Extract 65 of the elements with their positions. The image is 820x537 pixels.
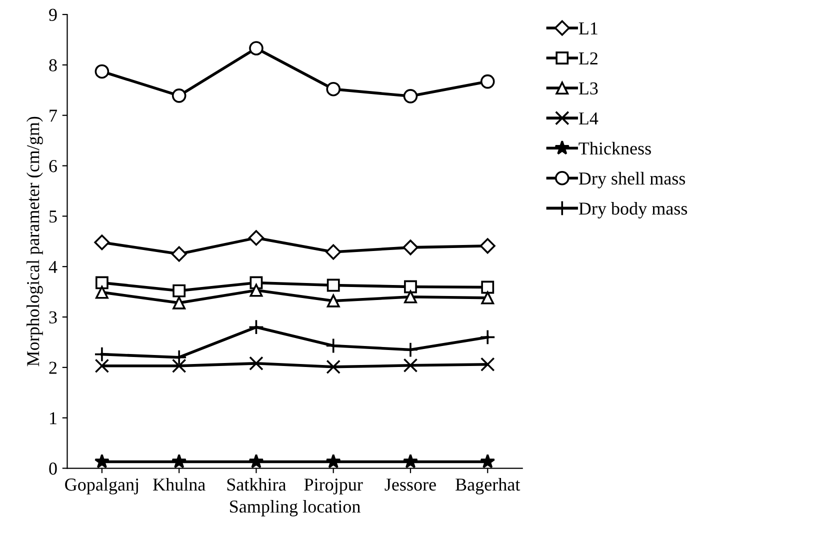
y-axis-title: Morphological parameter (cm/gm) — [26, 116, 43, 366]
point — [250, 284, 263, 297]
x-axis-title: Sampling location — [230, 500, 360, 516]
point — [172, 284, 186, 298]
y-tick-label: 9 — [49, 8, 57, 21]
point — [248, 319, 264, 335]
point — [94, 454, 110, 468]
x-tick-label: Gopalganj — [65, 478, 138, 494]
x-tick-label: Khulna — [153, 478, 206, 491]
point — [480, 238, 496, 254]
legend-label: Dry shell mass — [578, 172, 686, 188]
point — [249, 356, 264, 371]
point — [95, 276, 108, 290]
point — [248, 230, 264, 246]
x-tick-label: Bagerhat — [456, 478, 520, 494]
point — [403, 89, 418, 104]
x-tick-label: Pirojpur — [304, 478, 363, 494]
point — [326, 294, 340, 308]
point — [404, 280, 417, 294]
legend-label: Dry body mass — [578, 202, 688, 218]
point — [326, 454, 341, 468]
y-tick-label: 8 — [49, 59, 57, 72]
y-tick-label: 2 — [49, 362, 57, 374]
legend-label: Thickness — [578, 142, 651, 155]
y-tick-label: 6 — [49, 160, 57, 172]
point — [481, 291, 494, 304]
y-tick-label: 7 — [50, 110, 57, 122]
point — [480, 329, 496, 346]
point — [94, 346, 110, 362]
legend-label: L1 — [578, 22, 598, 34]
point — [480, 357, 495, 372]
point — [172, 88, 186, 103]
x-tick-label: Jessore — [384, 478, 436, 491]
point — [172, 358, 186, 374]
y-tick-label: 5 — [50, 210, 57, 223]
point — [249, 41, 264, 56]
point — [326, 244, 342, 260]
point — [94, 64, 110, 79]
point — [95, 286, 108, 299]
point — [402, 454, 418, 468]
legend-label: L3 — [578, 82, 598, 95]
point — [402, 342, 418, 358]
point — [172, 454, 187, 468]
point — [480, 74, 495, 89]
point — [94, 234, 110, 250]
point — [94, 358, 110, 374]
y-tick-label: 3 — [49, 311, 57, 324]
legend-label: L2 — [578, 52, 598, 64]
point — [326, 278, 340, 292]
y-tick-label: 4 — [48, 260, 58, 273]
point — [326, 338, 342, 354]
point — [326, 360, 341, 374]
point — [171, 246, 187, 262]
point — [402, 240, 418, 256]
x-tick-label: Satkhira — [227, 478, 286, 491]
legend-label: L4 — [578, 112, 598, 124]
point — [404, 290, 417, 304]
point — [248, 454, 264, 468]
y-tick-label: 0 — [49, 462, 57, 475]
point — [403, 358, 418, 373]
point — [481, 280, 494, 294]
y-tick-label: 1 — [50, 412, 56, 424]
point — [480, 454, 496, 468]
point — [326, 82, 341, 96]
point — [172, 296, 186, 310]
